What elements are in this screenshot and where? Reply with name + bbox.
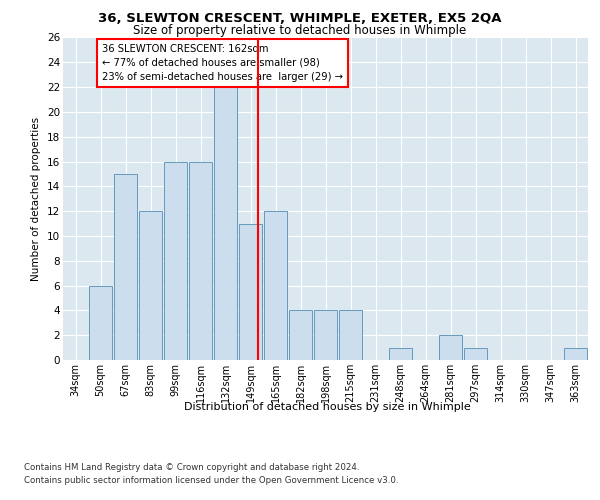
Text: 36, SLEWTON CRESCENT, WHIMPLE, EXETER, EX5 2QA: 36, SLEWTON CRESCENT, WHIMPLE, EXETER, E… — [98, 12, 502, 26]
Bar — [139, 211, 163, 360]
Bar — [439, 335, 463, 360]
Text: Distribution of detached houses by size in Whimple: Distribution of detached houses by size … — [184, 402, 470, 412]
Bar — [263, 211, 287, 360]
Bar — [188, 162, 212, 360]
Bar — [314, 310, 337, 360]
Text: 36 SLEWTON CRESCENT: 162sqm
← 77% of detached houses are smaller (98)
23% of sem: 36 SLEWTON CRESCENT: 162sqm ← 77% of det… — [102, 44, 343, 82]
Bar — [164, 162, 187, 360]
Bar — [464, 348, 487, 360]
Y-axis label: Number of detached properties: Number of detached properties — [31, 116, 41, 281]
Text: Contains HM Land Registry data © Crown copyright and database right 2024.: Contains HM Land Registry data © Crown c… — [24, 462, 359, 471]
Bar — [289, 310, 313, 360]
Bar — [214, 87, 238, 360]
Bar — [89, 286, 112, 360]
Bar — [563, 348, 587, 360]
Bar — [113, 174, 137, 360]
Bar — [389, 348, 412, 360]
Bar — [239, 224, 262, 360]
Text: Contains public sector information licensed under the Open Government Licence v3: Contains public sector information licen… — [24, 476, 398, 485]
Text: Size of property relative to detached houses in Whimple: Size of property relative to detached ho… — [133, 24, 467, 37]
Bar — [338, 310, 362, 360]
